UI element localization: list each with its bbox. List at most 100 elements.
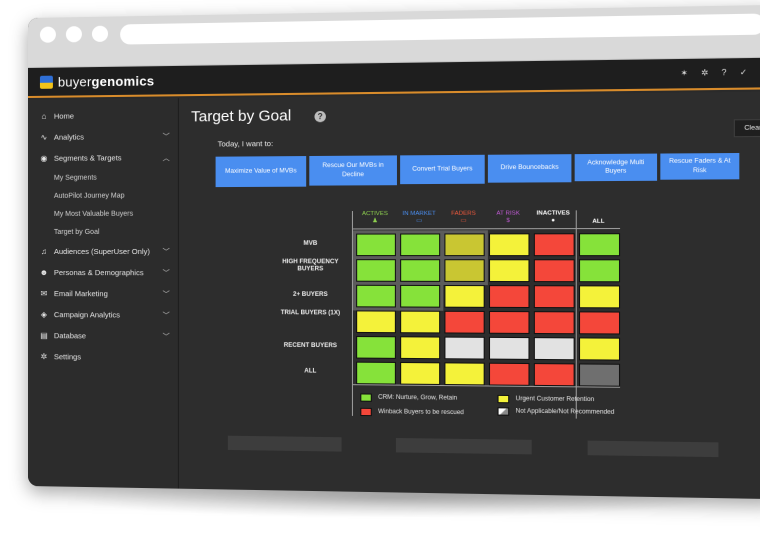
goal-buttons: Maximize Value of MVBs Rescue Our MVBs in… [215,152,740,188]
matrix-cell[interactable] [400,310,441,334]
goal-button[interactable]: Rescue Our MVBs in Decline [309,155,397,186]
sidebar-item-email-marketing[interactable]: ✉ Email Marketing ﹀ [28,283,178,305]
placeholder-bar [587,440,719,458]
matrix-cell[interactable] [400,361,441,385]
matrix-cell[interactable] [488,233,530,257]
row-header: TRIAL BUYERS (1X) [280,310,341,317]
legend-label: Not Applicable/Not Recommended [515,408,615,416]
goal-button[interactable]: Acknowledge Multi Buyers [574,153,658,182]
window-control-dot[interactable] [91,25,109,42]
matrix-cell[interactable] [356,361,396,385]
legend-label: Urgent Customer Retention [515,396,595,404]
matrix-cell[interactable] [400,233,441,257]
column-header: AT RISK $ [487,210,530,225]
segment-icon: ● [551,217,556,224]
matrix-cell[interactable] [444,259,485,282]
matrix-cell[interactable] [488,310,530,334]
column-header-label: IN MARKET [402,210,436,218]
sidebar-item-database[interactable]: ▤ Database ﹀ [28,325,178,347]
matrix-cell[interactable] [488,336,530,360]
matrix-cell[interactable] [578,311,621,335]
chevron-down-icon[interactable]: ﹀ [162,269,170,277]
matrix-cell[interactable] [533,233,575,257]
segment-icon: ♟ [372,218,378,225]
header-actions: ✶ ✲ ? ✓ ▲ [681,67,760,79]
brand-logo[interactable]: buyergenomics [39,73,155,90]
clear-button[interactable]: Clear [734,118,760,138]
matrix-cell[interactable] [444,310,485,334]
sidebar-subitem[interactable]: My Segments [53,174,97,182]
sidebar-item-audiences-superuser-only[interactable]: ♫ Audiences (SuperUser Only) ﹀ [28,241,178,262]
matrix-cell[interactable] [356,259,396,282]
matrix-cell[interactable] [356,336,396,359]
matrix-cell[interactable] [444,233,485,257]
sidebar-item-segments-targets[interactable]: ◉ Segments & Targets ︿ [28,147,178,169]
matrix-cell[interactable] [578,337,621,361]
matrix-cell[interactable] [356,310,396,334]
matrix-cell[interactable] [356,284,396,308]
grid-divider [575,210,577,419]
matrix-cell[interactable] [488,285,530,309]
analytics-icon: ∿ [40,132,48,142]
matrix-cell[interactable] [533,363,575,387]
window-control-dot[interactable] [39,26,56,43]
legend-swatch [497,394,510,404]
help-icon[interactable]: ? [721,67,727,78]
sidebar-subitem[interactable]: AutoPilot Journey Map [53,192,125,200]
goal-button[interactable]: Convert Trial Buyers [400,154,485,185]
matrix-cell[interactable] [444,362,485,386]
goal-button[interactable]: Rescue Faders & At Risk [660,152,740,180]
goal-button[interactable]: Maximize Value of MVBs [215,156,307,188]
window-control-dot[interactable] [65,26,82,43]
matrix-cell[interactable] [400,284,441,308]
placeholder-bar [227,435,342,452]
matrix-cell[interactable] [533,285,575,309]
sidebar-item-home[interactable]: ⌂ Home [28,104,178,127]
home-icon: ⌂ [41,111,47,121]
chevron-up-icon[interactable]: ︿ [162,154,170,162]
column-header-label: ALL [592,218,605,225]
sidebar-subitem[interactable]: Target by Goal [53,228,100,236]
legend-item: Not Applicable/Not Recommended [497,407,614,417]
gear-icon[interactable]: ✲ [701,68,709,78]
chevron-down-icon[interactable]: ﹀ [162,312,170,320]
sidebar-item-personas-demographics[interactable]: ☻ Personas & Demographics ﹀ [28,262,178,283]
brand-bold: genomics [91,73,155,90]
database-icon: ▤ [40,331,48,341]
chevron-down-icon[interactable]: ﹀ [162,248,170,256]
address-bar[interactable] [120,13,760,45]
row-header: RECENT BUYERS [283,342,338,350]
bulb-icon[interactable]: ✶ [680,68,688,78]
sidebar-subitem[interactable]: My Most Valuable Buyers [53,210,134,218]
matrix-cell[interactable] [400,259,441,282]
chevron-down-icon[interactable]: ﹀ [162,133,170,141]
chevron-down-icon[interactable]: ﹀ [162,290,170,298]
matrix-cell[interactable] [533,259,575,283]
placeholder-bar [395,437,532,455]
matrix-cell[interactable] [578,233,621,257]
matrix-cell[interactable] [356,233,396,257]
matrix-cell[interactable] [533,311,575,335]
sidebar-item-label: Analytics [53,132,84,142]
matrix-cell[interactable] [533,337,575,361]
matrix-cell[interactable] [488,362,530,386]
goal-button[interactable]: Drive Bouncebacks [487,154,572,183]
sidebar-item-settings[interactable]: ✲ Settings [28,346,178,368]
matrix-cell[interactable] [488,259,530,283]
matrix-cell[interactable] [578,259,621,283]
legend-swatch [360,393,372,402]
logo-icon [39,75,53,89]
matrix-cell[interactable] [400,336,441,360]
matrix-cell[interactable] [444,285,485,308]
matrix-cell[interactable] [578,285,621,309]
matrix-cell[interactable] [578,363,621,387]
sidebar-item-campaign-analytics[interactable]: ◈ Campaign Analytics ﹀ [28,304,178,326]
row-header: MVB [303,240,318,247]
sidebar-item-analytics[interactable]: ∿ Analytics ﹀ [28,126,178,148]
chevron-down-icon[interactable]: ﹀ [162,333,170,341]
main-panel: Target by Goal ? Clear Today, I want to:… [178,91,760,500]
help-circle-icon[interactable]: ? [314,110,326,123]
matrix-cell[interactable] [444,336,485,360]
column-header: FADERS ▭ [442,211,484,225]
chevron-down-icon[interactable]: ✓ [739,67,748,78]
